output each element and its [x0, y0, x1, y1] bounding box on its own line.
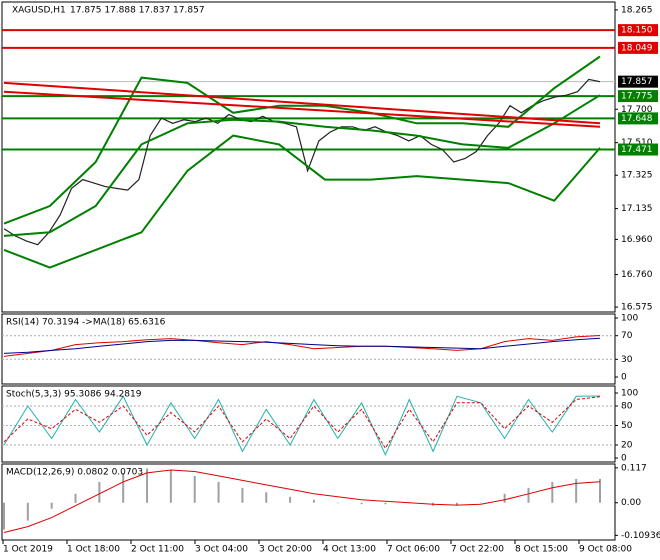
- series-line: [3, 81, 601, 125]
- current-label: 17.857: [621, 77, 653, 87]
- level-label: 17.471: [621, 145, 653, 155]
- y-tick-label: 0: [621, 454, 627, 464]
- y-tick-label: -0.10936: [621, 531, 660, 541]
- x-tick-label: 2 Oct 11:00: [131, 545, 184, 555]
- histogram-bar: [455, 502, 458, 506]
- histogram-bar: [551, 481, 554, 503]
- level-tag: [618, 112, 658, 125]
- histogram-bar: [146, 468, 149, 503]
- level-label: 18.150: [621, 26, 653, 36]
- x-tick-label: 1 Oct 18:00: [67, 545, 120, 555]
- histogram-bar: [122, 472, 125, 503]
- histogram-bar: [74, 493, 77, 503]
- histogram-bar: [527, 487, 530, 503]
- series-line: [3, 55, 601, 225]
- x-tick-label: 9 Oct 08:00: [579, 545, 632, 555]
- series-line: [3, 90, 601, 128]
- histogram-bar: [193, 475, 196, 503]
- y-tick-label: 16.575: [621, 303, 653, 313]
- histogram-bar: [312, 499, 315, 503]
- y-tick-label: 18.265: [621, 5, 653, 15]
- histogram-bar: [336, 502, 339, 504]
- level-label: 17.775: [621, 92, 653, 102]
- y-tick-label: 17.135: [621, 204, 653, 214]
- panel-header: 17.875 17.888 17.837 17.857: [70, 6, 205, 16]
- x-tick-label: 3 Oct 04:00: [195, 545, 248, 555]
- y-tick-label: 0: [621, 373, 627, 383]
- histogram-bar: [265, 492, 268, 503]
- y-tick-label: 80: [621, 402, 633, 412]
- series-line: [3, 134, 601, 269]
- y-tick-label: 16.960: [621, 235, 653, 245]
- histogram-bar: [169, 469, 172, 503]
- level-tag: [618, 41, 658, 54]
- current-tag: [618, 75, 658, 88]
- histogram-bar: [3, 502, 5, 530]
- series-line: [3, 335, 601, 357]
- histogram-bar: [98, 481, 101, 503]
- y-tick-label: 70: [621, 331, 633, 341]
- histogram-bar: [599, 478, 601, 503]
- y-tick-label: 0.00: [621, 498, 641, 508]
- histogram-bar: [384, 502, 387, 505]
- y-tick-label: 17.510: [621, 138, 653, 148]
- histogram-bar: [360, 502, 363, 505]
- symbol: XAGUSD,H1: [12, 6, 66, 16]
- series-line: [3, 396, 601, 450]
- level-label: 17.648: [621, 114, 653, 124]
- y-tick-label: 100: [621, 389, 638, 399]
- series-line: [3, 469, 601, 533]
- y-tick-label: 30: [621, 355, 633, 365]
- histogram-bar: [217, 481, 220, 503]
- y-tick-label: 20: [621, 441, 633, 451]
- histogram-bar: [26, 502, 29, 521]
- series-line: [3, 94, 601, 237]
- x-tick-label: 7 Oct 06:00: [387, 545, 440, 555]
- x-tick-label: 4 Oct 13:00: [323, 545, 376, 555]
- y-tick-label: 0.117: [621, 463, 647, 473]
- x-tick-label: 1 Oct 2019: [3, 545, 53, 555]
- y-tick-label: 17.325: [621, 171, 653, 181]
- panel-header: RSI(14) 70.3194 ->MA(18) 65.6316: [6, 318, 166, 328]
- panel: [1, 463, 616, 541]
- x-tick-label: 7 Oct 22:00: [451, 545, 504, 555]
- panel: [1, 313, 616, 385]
- y-tick-label: 50: [621, 421, 633, 431]
- histogram-bar: [289, 496, 292, 503]
- panel-header: Stoch(5,3,3) 95.3086 94.2819: [6, 390, 142, 400]
- level-tag: [618, 90, 658, 103]
- panel: [1, 1, 616, 313]
- series-line: [3, 337, 601, 354]
- y-tick-label: 16.760: [621, 270, 653, 280]
- histogram-bar: [241, 487, 244, 503]
- y-tick-label: 17.700: [621, 105, 653, 115]
- panel-header: MACD(12,26,9) 0.0802 0.0703: [6, 468, 143, 478]
- level-tag: [618, 143, 658, 156]
- y-tick-label: 100: [621, 314, 638, 324]
- level-label: 18.049: [621, 43, 653, 53]
- level-tag: [618, 24, 658, 37]
- panel: [1, 385, 616, 463]
- x-tick-label: 8 Oct 15:00: [515, 545, 568, 555]
- histogram-bar: [575, 478, 578, 503]
- histogram-bar: [503, 493, 506, 503]
- x-tick-label: 3 Oct 20:00: [259, 545, 312, 555]
- histogram-bar: [479, 502, 482, 504]
- histogram-bar: [50, 502, 53, 509]
- series-line: [3, 395, 601, 457]
